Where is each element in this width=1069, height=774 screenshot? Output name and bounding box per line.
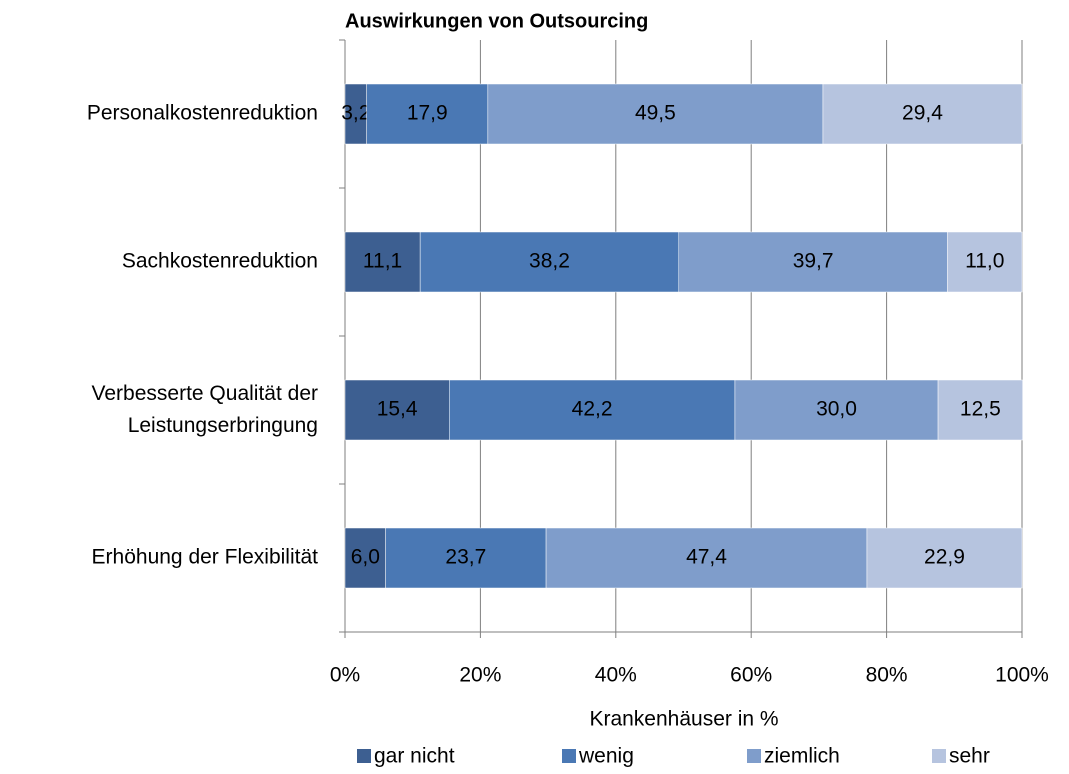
bar-segment <box>734 379 939 441</box>
data-label: 23,7 <box>445 546 486 569</box>
legend-label: ziemlich <box>764 745 840 768</box>
y-tick-label: Erhöhung der Flexibilität <box>92 546 319 569</box>
data-label: 47,4 <box>686 546 727 569</box>
x-tick-label: 60% <box>730 664 772 687</box>
data-label: 22,9 <box>924 546 965 569</box>
legend-swatch <box>932 749 946 763</box>
data-label: 11,0 <box>965 250 1004 273</box>
bar-segment <box>419 231 680 293</box>
x-tick-label: 20% <box>459 664 501 687</box>
bar-segment <box>545 527 868 589</box>
bar-segment <box>937 379 1023 441</box>
data-label: 39,7 <box>793 250 834 273</box>
x-tick-label: 80% <box>866 664 908 687</box>
legend-swatch <box>357 749 371 763</box>
y-tick-label: Personalkostenreduktion <box>87 102 318 125</box>
data-label: 29,4 <box>902 102 943 125</box>
bar-segment <box>678 231 948 293</box>
x-tick-label: 40% <box>595 664 637 687</box>
data-label: 6,0 <box>351 546 380 569</box>
bar-segment <box>947 231 1023 293</box>
y-tick-label: Sachkostenreduktion <box>122 250 318 273</box>
legend-swatch <box>562 749 576 763</box>
bar-segment <box>866 527 1023 589</box>
x-axis-label: Krankenhäuser in % <box>589 708 778 731</box>
data-label: 3,2 <box>341 102 370 125</box>
y-tick-label: Verbesserte Qualität der Leistungserbring… <box>92 382 318 437</box>
x-tick-label: 100% <box>995 664 1049 687</box>
bar-segment <box>344 231 421 293</box>
bar-segment <box>487 83 824 145</box>
bar-segment <box>344 527 386 589</box>
x-tick-label: 0% <box>330 664 360 687</box>
data-label: 12,5 <box>960 398 1001 421</box>
data-label: 38,2 <box>529 250 570 273</box>
legend-label: sehr <box>949 745 990 768</box>
legend-swatch <box>747 749 761 763</box>
bar-segment <box>385 527 547 589</box>
bar-segment <box>366 83 489 145</box>
data-label: 42,2 <box>572 398 613 421</box>
data-label: 11,1 <box>363 250 402 273</box>
data-label: 30,0 <box>816 398 857 421</box>
bar-segment <box>344 379 450 441</box>
chart-title: Auswirkungen von Outsourcing <box>345 10 648 32</box>
bar-segment <box>822 83 1023 145</box>
data-label: 49,5 <box>635 102 676 125</box>
legend-label: gar nicht <box>374 745 455 768</box>
data-label: 15,4 <box>377 398 418 421</box>
legend-label: wenig <box>578 745 634 768</box>
data-label: 17,9 <box>407 102 448 125</box>
